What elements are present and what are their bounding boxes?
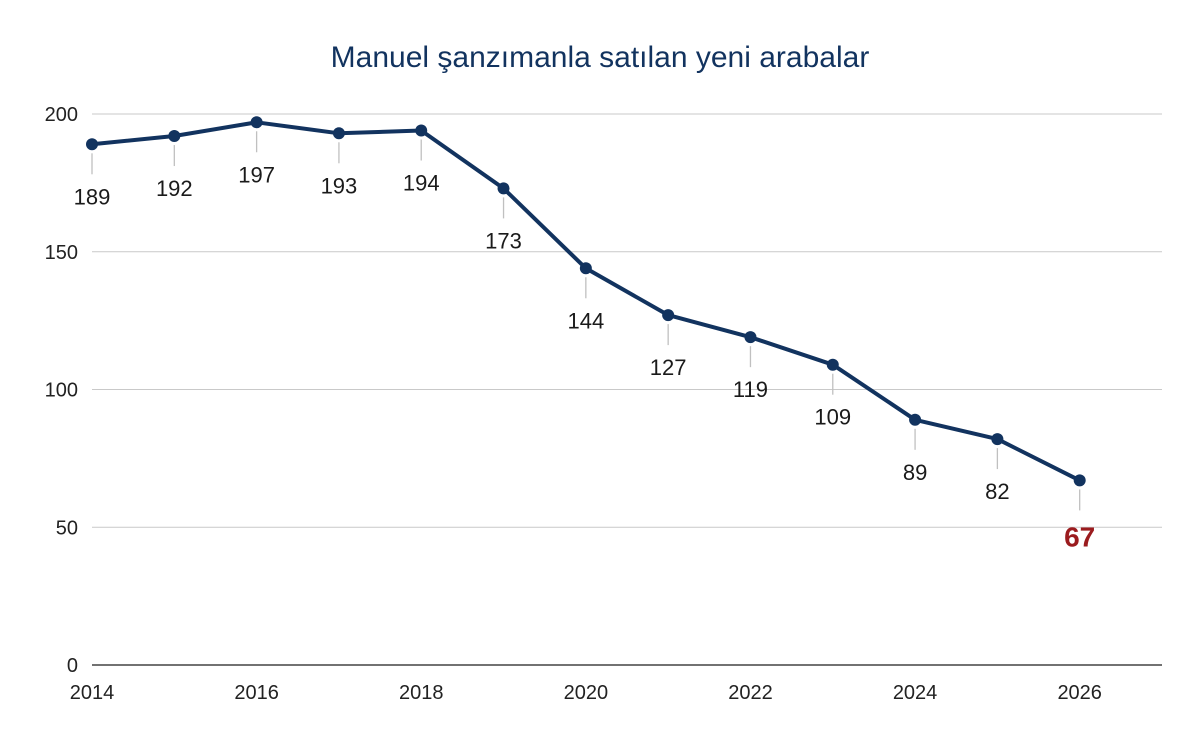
x-tick-label: 2022: [728, 682, 773, 704]
data-point: [744, 331, 757, 344]
data-point: [909, 413, 922, 426]
data-label: 194: [403, 171, 440, 196]
data-label: 197: [238, 162, 275, 187]
y-axis-ticks: 0 50 100 150 200: [45, 104, 78, 677]
x-tick-label: 2024: [893, 682, 938, 704]
y-tick-label: 100: [45, 380, 78, 402]
data-point: [86, 138, 98, 151]
y-tick-label: 0: [67, 655, 78, 677]
data-point: [662, 309, 675, 322]
y-tick-label: 200: [45, 104, 78, 126]
data-point: [168, 130, 181, 143]
label-leaders: [91, 131, 1081, 511]
data-label: 89: [903, 460, 927, 485]
highlight-data-label: 67: [1064, 521, 1095, 552]
data-label: 144: [567, 308, 604, 333]
data-point: [579, 262, 592, 275]
data-label: 109: [814, 405, 851, 430]
x-tick-label: 2016: [234, 682, 279, 704]
chart-title: Manuel şanzımanla satılan yeni arabalar: [331, 41, 870, 74]
x-tick-label: 2020: [564, 682, 609, 704]
data-label: 189: [74, 184, 111, 209]
data-points: [86, 116, 1086, 487]
data-label: 82: [985, 479, 1009, 504]
data-point: [415, 124, 428, 137]
x-tick-label: 2026: [1057, 682, 1102, 704]
data-point: [991, 433, 1004, 446]
data-point: [332, 127, 345, 140]
data-label: 127: [650, 355, 687, 380]
data-point: [826, 358, 839, 371]
data-point: [497, 182, 510, 195]
data-point: [1073, 474, 1086, 487]
gridlines: [92, 113, 1162, 666]
data-label: 192: [156, 176, 193, 201]
x-tick-label: 2018: [399, 682, 444, 704]
data-point: [250, 116, 263, 129]
data-label: 119: [733, 377, 768, 402]
data-label: 173: [485, 228, 522, 253]
data-labels: 189 192 197 193 194 173 144 127 119 109 89 82 67: [74, 162, 1096, 552]
y-tick-label: 50: [56, 517, 78, 539]
data-label: 193: [321, 173, 358, 198]
x-tick-label: 2014: [70, 682, 115, 704]
y-tick-label: 150: [45, 242, 78, 264]
x-axis-ticks: 2014 2016 2018 2020 2022 2024 2026: [70, 682, 1102, 704]
